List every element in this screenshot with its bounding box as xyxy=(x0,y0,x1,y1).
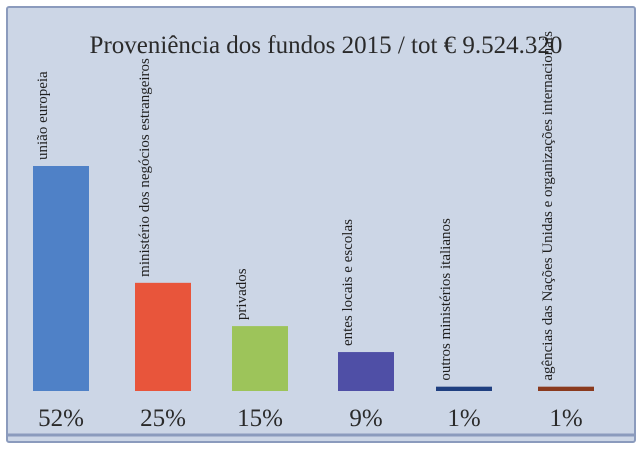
value-label-3: 15% xyxy=(237,405,283,432)
category-label-2: ministério dos negócios estrangeiros xyxy=(137,58,153,277)
value-label-5: 1% xyxy=(447,405,480,432)
category-label-5: outros ministérios italianos xyxy=(438,218,454,381)
bar-5 xyxy=(436,386,492,391)
value-label-6: 1% xyxy=(549,405,582,432)
value-label-1: 52% xyxy=(38,405,84,432)
bar-group xyxy=(33,166,594,391)
category-label-6: agências das Nações Unidas e organizaçõe… xyxy=(540,31,556,381)
chart-frame: Proveniência dos fundos 2015 / tot € 9.5… xyxy=(6,6,636,443)
bar-1 xyxy=(33,166,89,391)
category-label-3: privados xyxy=(234,268,250,320)
category-label-4: entes locais e escolas xyxy=(340,219,356,346)
category-label-1: união europeia xyxy=(35,71,51,160)
bar-4 xyxy=(338,352,394,391)
chart: Proveniência dos fundos 2015 / tot € 9.5… xyxy=(8,31,634,437)
bar-6 xyxy=(538,386,594,391)
bar-3 xyxy=(232,326,288,391)
value-label-2: 25% xyxy=(140,405,186,432)
bar-2 xyxy=(135,282,191,391)
category-label-group: união europeia ministério dos negócios es… xyxy=(35,31,556,381)
chart-title: Proveniência dos fundos 2015 / tot € 9.5… xyxy=(90,32,563,59)
value-label-group: 52% 25% 15% 9% 1% 1% xyxy=(38,405,583,432)
value-label-4: 9% xyxy=(349,405,382,432)
